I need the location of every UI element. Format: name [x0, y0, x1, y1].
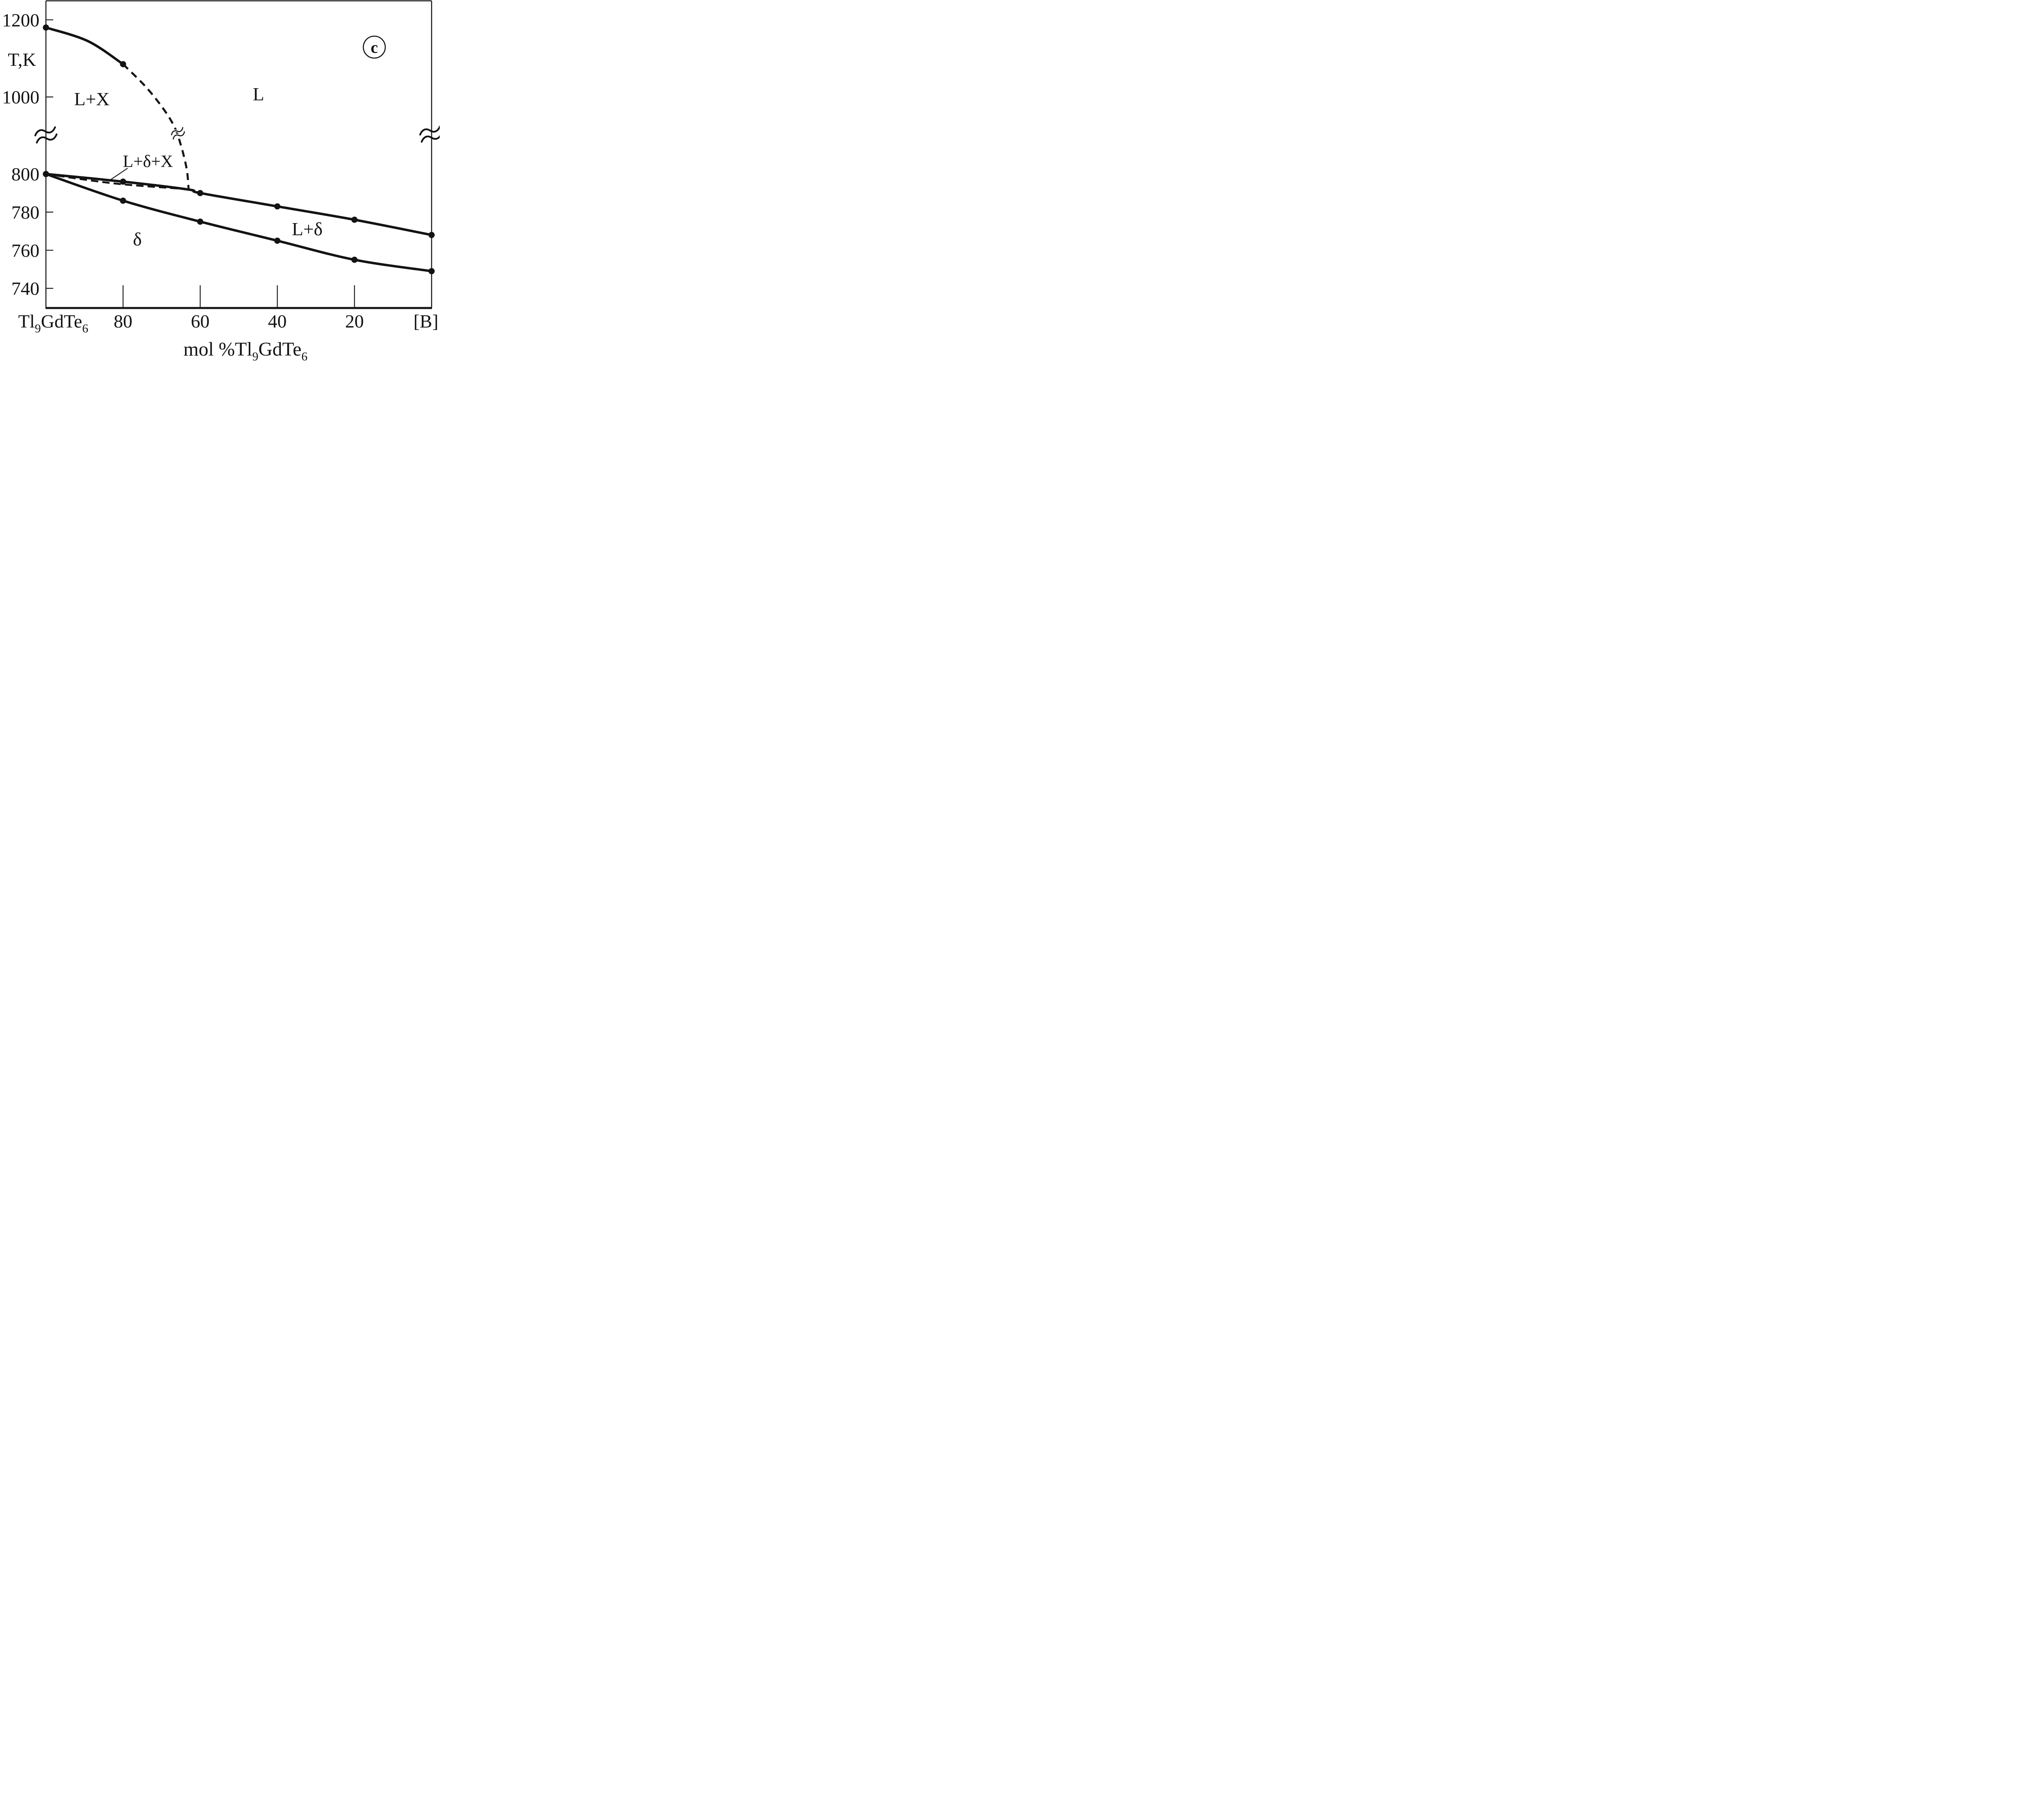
curve-break-icon [170, 126, 186, 141]
data-point-dot [274, 237, 281, 244]
data-point-dot [428, 232, 435, 238]
tilde-stroke [34, 126, 56, 137]
x-axis-left-end-label: Tl9GdTe6 [18, 311, 88, 335]
data-point-dot [120, 178, 126, 185]
data-point-dot [43, 24, 49, 31]
y-tick-label-800: 800 [11, 164, 39, 184]
y-axis-title: T,K [8, 49, 36, 70]
x-tick-label-80: 80 [114, 311, 132, 332]
axis-ticks [46, 19, 355, 308]
x-axis-right-end-label: [B] [413, 311, 438, 332]
phase-diagram-figure: 1200 1000 800 780 760 740 80 60 40 20 L+X L L+δ+X L+δ… [0, 0, 440, 364]
data-point-dot [351, 217, 358, 223]
tilde-stroke [419, 125, 440, 136]
x-tick-label-40: 40 [268, 311, 287, 332]
data-point-dot [428, 268, 435, 274]
region-label-l-delta: L+δ [292, 219, 323, 239]
tilde-stroke [36, 133, 58, 144]
panel-label-letter: c [371, 38, 378, 56]
y-axis-break-right-icon [419, 125, 440, 143]
region-label-l: L [253, 84, 264, 104]
tilde-stroke [421, 132, 440, 143]
data-point-dot [351, 256, 358, 263]
curve-liquidus [46, 173, 432, 236]
region-label-delta: δ [133, 229, 142, 249]
tilde-stroke [173, 131, 185, 140]
tilde-stroke [171, 127, 183, 136]
panel-label-circle [363, 35, 386, 59]
data-point-dot [120, 61, 126, 67]
data-point-dot [43, 171, 49, 177]
data-point-dot [274, 203, 281, 210]
x-tick-label-60: 60 [191, 311, 210, 332]
plot-frame [45, 0, 432, 309]
curve-tie-line-dashed [46, 173, 189, 191]
y-tick-label-1200: 1200 [2, 10, 39, 30]
region-label-pointer-line [109, 168, 128, 181]
region-label-l-plus-x: L+X [74, 89, 109, 109]
data-point-dot [197, 190, 204, 196]
x-axis-title: mol %Tl9GdTe6 [183, 338, 307, 363]
data-point-dot [197, 218, 204, 225]
data-points [43, 24, 435, 274]
y-tick-label-760: 760 [11, 240, 39, 261]
phase-diagram-chart: 1200 1000 800 780 760 740 80 60 40 20 L+X L L+δ+X L+δ… [2, 0, 440, 363]
curve-x-liquidus-solid [46, 26, 124, 65]
x-tick-label-20: 20 [345, 311, 364, 332]
curves [46, 26, 432, 273]
data-point-dot [120, 197, 126, 204]
curve-solidus [46, 173, 432, 273]
y-axis-break-left-icon [34, 126, 58, 144]
y-tick-label-780: 780 [11, 202, 39, 223]
y-tick-label-1000: 1000 [2, 87, 39, 108]
y-tick-label-740: 740 [11, 278, 39, 299]
region-label-l-delta-x: L+δ+X [123, 152, 173, 171]
panel-label: c [363, 35, 386, 59]
